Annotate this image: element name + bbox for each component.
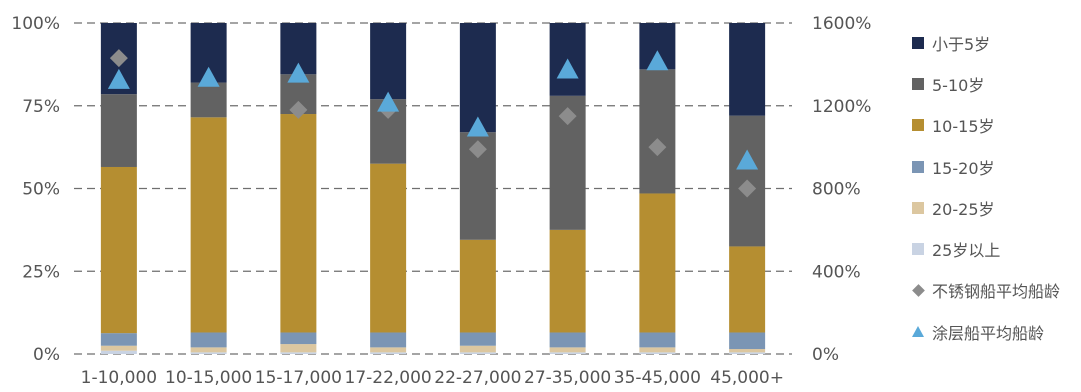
legend-item-stainless-avg: 不锈钢船平均船龄 xyxy=(912,270,1077,311)
y-right-tick-label: 800% xyxy=(812,180,861,200)
stainless-avg-marker xyxy=(558,107,577,126)
coated-avg-marker xyxy=(377,91,400,112)
bar-segment xyxy=(100,94,137,167)
y-left-tick-label: 0% xyxy=(33,345,60,365)
coated-avg-marker xyxy=(736,149,759,170)
y-right-tick-label: 0% xyxy=(812,345,839,365)
stainless-avg-marker xyxy=(738,179,757,198)
x-tick-label: 27-35,000 xyxy=(524,368,611,388)
bar-segment xyxy=(280,114,317,333)
y-right-tick-label: 400% xyxy=(812,262,861,282)
bar-segment xyxy=(370,23,407,100)
coated-avg-marker xyxy=(466,116,489,137)
bar-segment xyxy=(459,345,496,353)
legend-swatch-5-10 xyxy=(912,77,924,90)
bar-segment xyxy=(549,347,586,353)
legend: 小于5岁 5-10岁 10-15岁 15-20岁 20-25岁 25岁以上 不锈… xyxy=(912,22,1077,352)
legend-swatch-over-25 xyxy=(912,243,924,256)
legend-label: 25岁以上 xyxy=(932,241,1001,261)
bar-segment xyxy=(190,332,227,348)
bar-segment xyxy=(280,344,317,353)
bar-segment xyxy=(459,23,496,133)
y-right-tick-label: 1200% xyxy=(812,97,871,117)
bar-segment xyxy=(190,352,227,354)
legend-label: 10-15岁 xyxy=(932,117,995,137)
legend-diamond-icon xyxy=(912,284,925,297)
stainless-avg-marker xyxy=(648,138,667,157)
legend-label: 15-20岁 xyxy=(932,158,995,178)
stainless-avg-marker xyxy=(109,49,128,68)
legend-label: 20-25岁 xyxy=(932,199,995,219)
legend-item-15-20: 15-20岁 xyxy=(912,146,1077,187)
bar-segment xyxy=(639,193,676,333)
y-left-tick-label: 75% xyxy=(22,97,60,117)
bar-segment xyxy=(549,352,586,354)
x-tick-label: 17-22,000 xyxy=(345,368,432,388)
legend-swatch-20-25 xyxy=(912,201,924,214)
coated-avg-marker xyxy=(556,58,579,79)
bar-segment xyxy=(729,23,766,116)
y-left-tick-label: 50% xyxy=(22,180,60,200)
bar-segment xyxy=(190,117,227,333)
legend-label: 涂层船平均船龄 xyxy=(932,323,1045,343)
bar-segment xyxy=(100,333,137,346)
bar-segment xyxy=(729,349,766,353)
legend-triangle-icon xyxy=(912,326,924,338)
legend-item-over-25: 25岁以上 xyxy=(912,228,1077,269)
bar-segment xyxy=(459,352,496,354)
bar-segment xyxy=(459,332,496,346)
coated-avg-marker xyxy=(107,68,130,89)
bar-segment xyxy=(729,246,766,333)
coated-avg-marker xyxy=(646,50,669,71)
bar-segment xyxy=(370,163,407,333)
bar-segment xyxy=(370,352,407,354)
bar-segment xyxy=(459,239,496,333)
x-tick-label: 15-17,000 xyxy=(255,368,342,388)
x-tick-label: 1-10,000 xyxy=(81,368,157,388)
bar-segment xyxy=(639,332,676,348)
y-left-tick-label: 25% xyxy=(22,262,60,282)
legend-label: 小于5岁 xyxy=(932,34,991,54)
bar-segment xyxy=(639,352,676,354)
legend-label: 不锈钢船平均船龄 xyxy=(932,282,1061,302)
legend-item-10-15: 10-15岁 xyxy=(912,105,1077,146)
bar-segment xyxy=(100,166,137,334)
bar-segment xyxy=(639,347,676,353)
bar-segment xyxy=(370,347,407,353)
legend-item-under-5: 小于5岁 xyxy=(912,22,1077,63)
bar-segment xyxy=(190,82,227,118)
bar-segment xyxy=(729,332,766,350)
bar-segment xyxy=(100,350,137,354)
bar-segment xyxy=(639,69,676,194)
legend-swatch-10-15 xyxy=(912,119,924,132)
bar-segment xyxy=(549,332,586,348)
legend-item-20-25: 20-25岁 xyxy=(912,187,1077,228)
x-tick-label: 45,000+ xyxy=(710,368,784,388)
coated-avg-marker xyxy=(287,62,310,83)
stainless-avg-marker xyxy=(468,140,487,159)
bar-segment xyxy=(280,332,317,345)
bar-segment xyxy=(190,347,227,353)
bar-segment xyxy=(729,352,766,354)
coated-avg-marker xyxy=(197,66,220,87)
bar-segment xyxy=(100,345,137,351)
legend-item-5-10: 5-10岁 xyxy=(912,63,1077,104)
bar-segment xyxy=(549,229,586,333)
y-right-tick-label: 1600% xyxy=(812,14,871,34)
x-tick-label: 22-27,000 xyxy=(434,368,521,388)
legend-swatch-15-20 xyxy=(912,160,924,173)
x-tick-label: 35-45,000 xyxy=(614,368,701,388)
legend-item-coated-avg: 涂层船平均船龄 xyxy=(912,311,1077,352)
x-tick-label: 10-15,000 xyxy=(165,368,252,388)
bar-segment xyxy=(280,352,317,354)
legend-label: 5-10岁 xyxy=(932,75,985,95)
legend-swatch-under-5 xyxy=(912,36,924,49)
stainless-avg-marker xyxy=(289,100,308,119)
bar-segment xyxy=(370,332,407,348)
y-left-tick-label: 100% xyxy=(11,14,60,34)
